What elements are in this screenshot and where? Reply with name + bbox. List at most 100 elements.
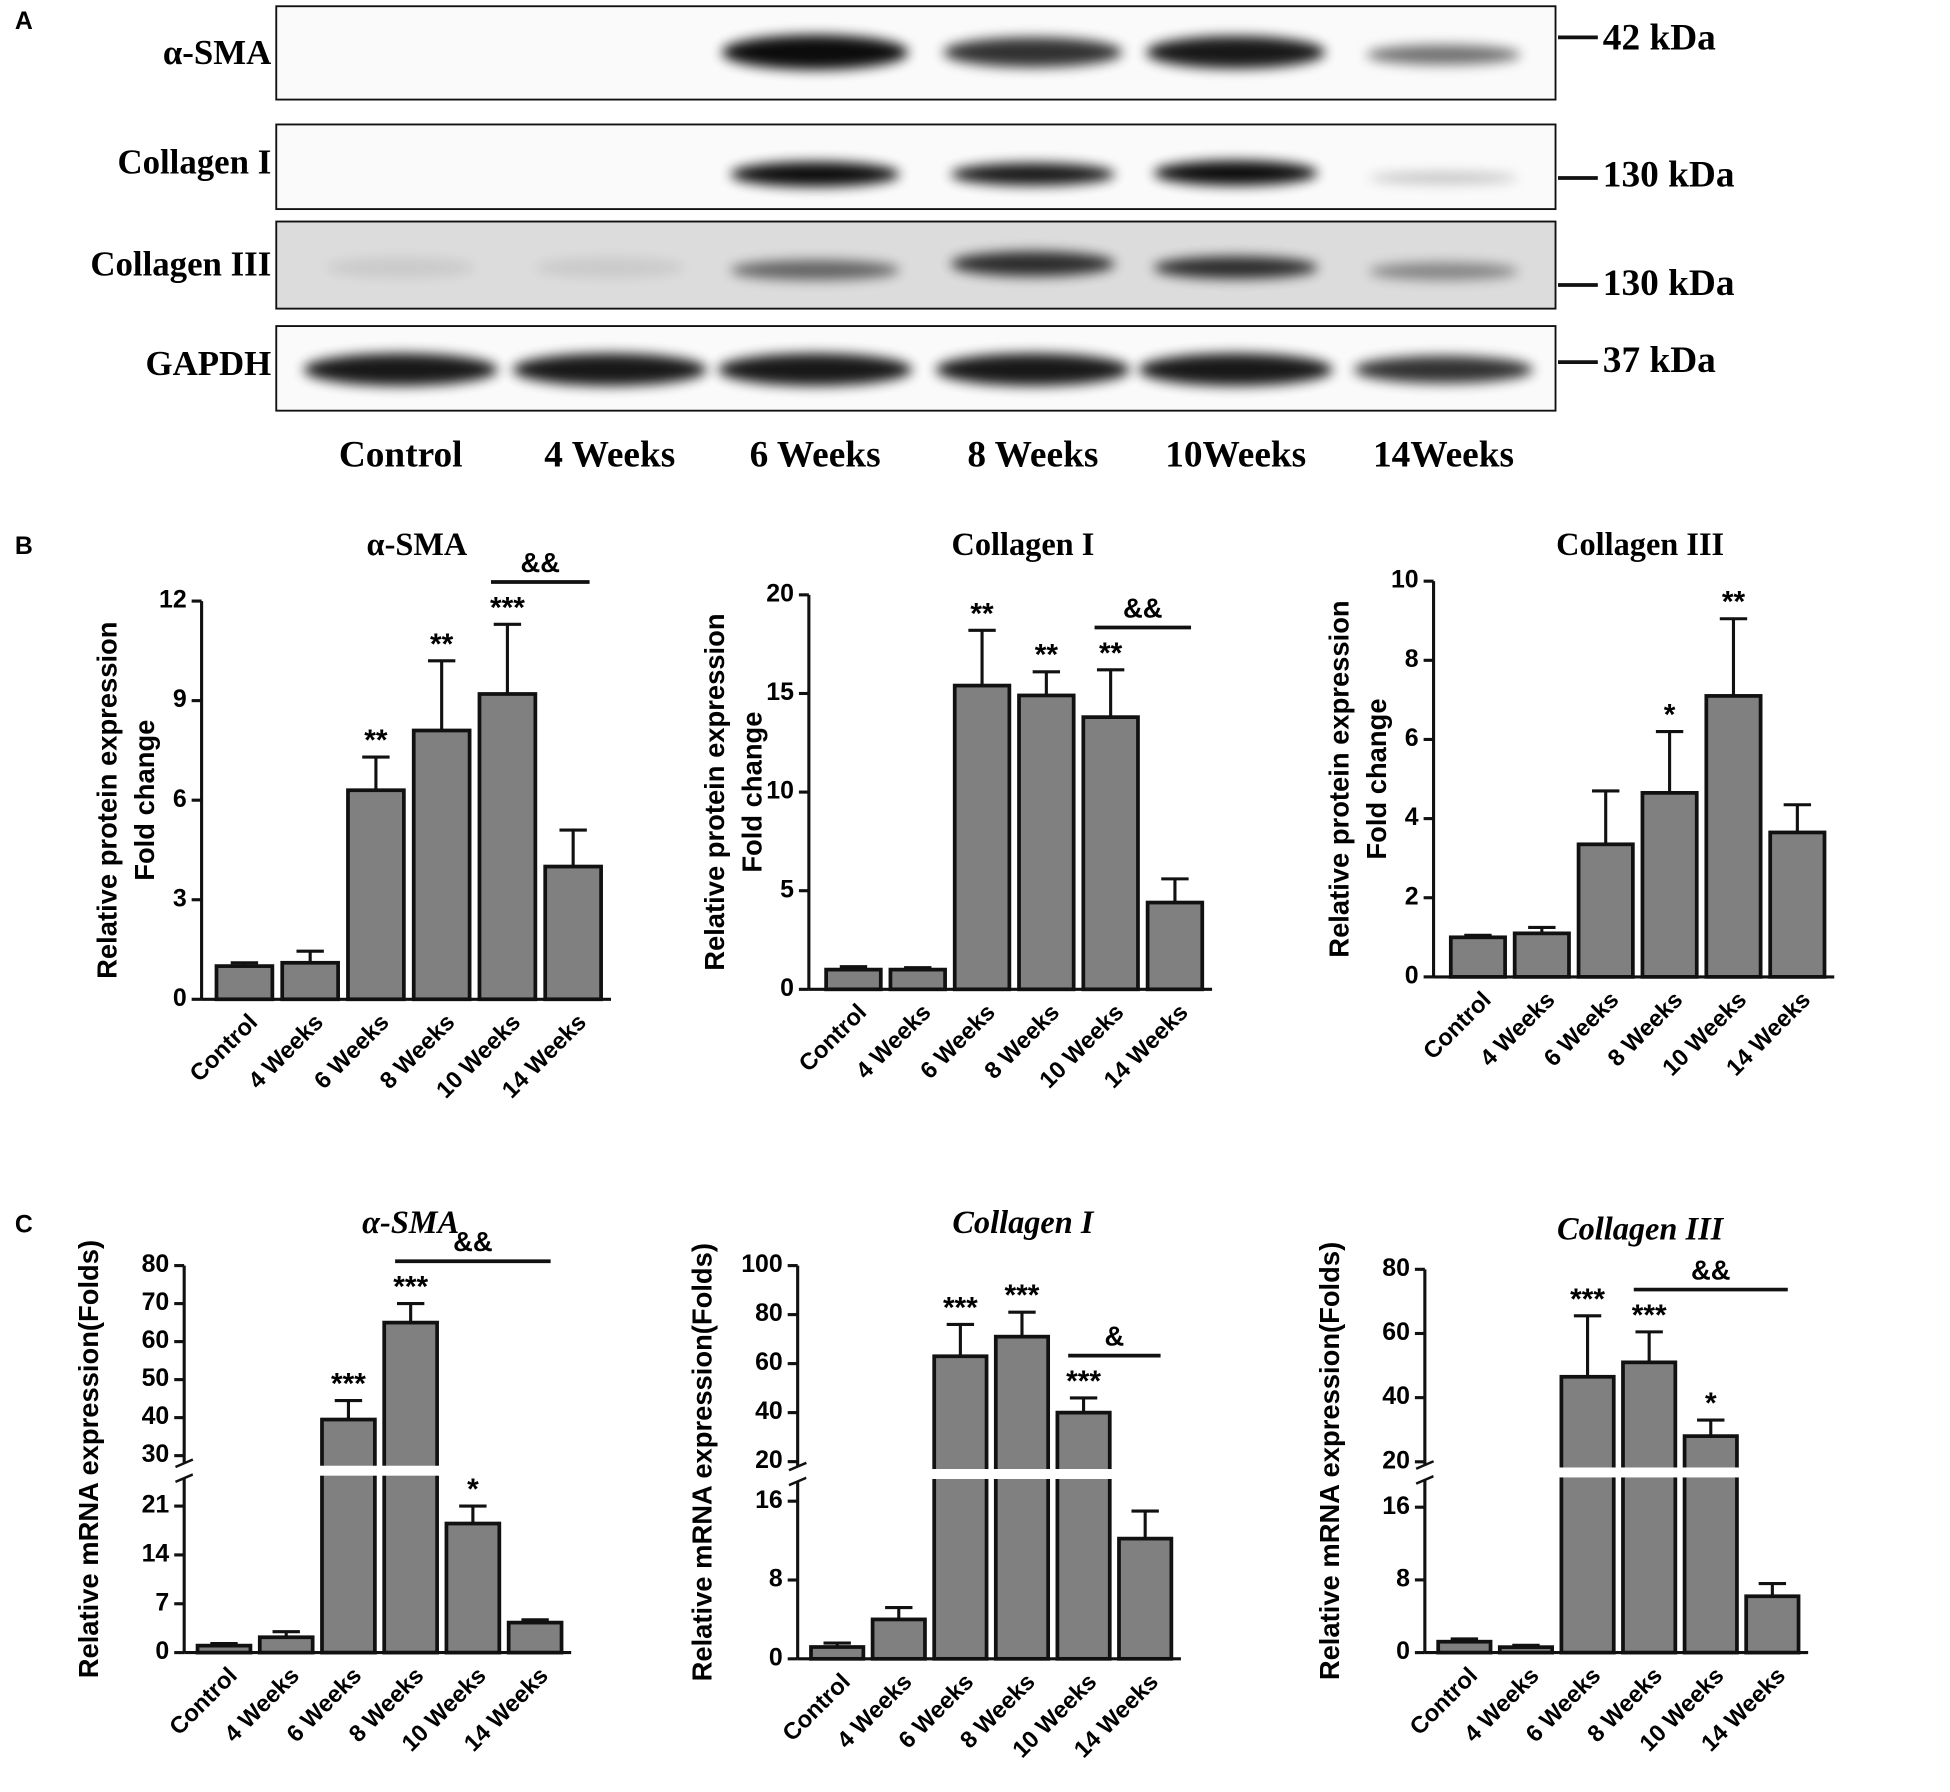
blot-band <box>303 353 498 386</box>
y-tick-label: 14 <box>142 1540 170 1568</box>
blot-band <box>721 34 909 70</box>
y-tick-label: 2 <box>1405 882 1419 910</box>
chart-title: α-SMA <box>362 1204 459 1240</box>
bar <box>477 692 538 1002</box>
y-tick-label: 50 <box>142 1364 170 1392</box>
chart-title: Collagen III <box>1556 526 1724 562</box>
y-tick-label: 8 <box>769 1565 783 1593</box>
bar <box>1117 1536 1174 1661</box>
blot-box <box>275 220 1557 310</box>
y-tick-label: 60 <box>1382 1318 1410 1346</box>
y-axis-label: Relative mRNA expression(Folds) <box>73 1240 104 1678</box>
bracket-label: && <box>521 547 561 578</box>
bar <box>411 728 472 1002</box>
significance-label: *** <box>1570 1283 1605 1316</box>
chart-title: Collagen I <box>952 1204 1094 1240</box>
bar <box>932 1354 989 1661</box>
lane-label: 6 Weeks <box>750 435 881 476</box>
chart-title: Collagen III <box>1557 1210 1725 1246</box>
axis-break <box>174 1458 194 1469</box>
blot-band <box>950 163 1115 186</box>
blot-box <box>275 123 1557 211</box>
y-tick-label: 0 <box>1405 961 1419 989</box>
y-tick-label: 30 <box>142 1440 170 1468</box>
bar <box>1017 693 1076 992</box>
y-tick-label: 16 <box>755 1486 783 1514</box>
bar <box>1145 900 1205 992</box>
chart-title: Collagen I <box>951 526 1094 562</box>
bar <box>1744 1594 1801 1655</box>
bracket-label: && <box>453 1226 493 1257</box>
y-tick-label: 5 <box>780 875 794 903</box>
y-axis-label: Fold change <box>1361 698 1392 859</box>
blot-band <box>935 353 1130 386</box>
blot-band <box>1366 44 1521 65</box>
chart-title: α-SMA <box>367 526 468 562</box>
bar <box>1055 1410 1112 1661</box>
y-tick-label: 40 <box>142 1402 170 1430</box>
significance-label: *** <box>1005 1279 1040 1312</box>
y-tick-label: 0 <box>155 1637 169 1665</box>
break-gap <box>1433 1467 1804 1478</box>
y-axis-label: Relative protein expression <box>92 622 123 979</box>
western-blot: α-SMA Collagen I Collagen III GAPDH 42 k… <box>90 5 1735 476</box>
blot-size-label: 130 kDa <box>1603 263 1735 304</box>
blot-box <box>275 5 1557 101</box>
y-tick-label: 0 <box>1396 1637 1410 1665</box>
y-tick-label: 0 <box>769 1643 783 1671</box>
panel-letter: B <box>15 532 33 560</box>
blot-row-label: GAPDH <box>146 344 272 383</box>
bracket-label: && <box>1123 592 1163 623</box>
significance-label: *** <box>331 1367 366 1400</box>
blot-row-label: Collagen I <box>117 143 271 182</box>
break-gap <box>806 1469 1176 1479</box>
blot-band <box>1368 171 1519 185</box>
y-tick-label: 3 <box>173 884 187 912</box>
bar <box>1512 931 1571 979</box>
significance-label: ** <box>1099 637 1123 670</box>
y-tick-label: 0 <box>173 984 187 1012</box>
break-gap <box>192 1465 567 1476</box>
significance-label: *** <box>943 1291 978 1324</box>
y-tick-label: 40 <box>1382 1382 1410 1410</box>
axis-break <box>1415 1475 1435 1485</box>
y-tick-label: 80 <box>142 1250 170 1278</box>
blot-band <box>1368 262 1519 281</box>
y-tick-label: 7 <box>155 1588 169 1616</box>
significance-label: * <box>1664 698 1676 731</box>
axis-break <box>788 1461 807 1472</box>
blot-band <box>950 251 1115 277</box>
blot-size-label: 37 kDa <box>1603 340 1716 381</box>
y-axis-label: Relative mRNA expression(Folds) <box>687 1243 718 1681</box>
y-tick-label: 100 <box>741 1250 783 1278</box>
y-tick-label: 15 <box>766 678 794 706</box>
bracket-label: && <box>1691 1254 1731 1285</box>
y-tick-label: 21 <box>142 1491 170 1519</box>
axis-break <box>174 1473 194 1484</box>
bracket-label: & <box>1104 1320 1124 1351</box>
blot-band <box>326 257 476 278</box>
y-axis-label: Fold change <box>736 712 767 873</box>
bar <box>1621 1360 1678 1655</box>
lane-label: 14Weeks <box>1373 435 1514 476</box>
bar <box>1576 842 1635 979</box>
bar <box>993 1334 1051 1661</box>
bar <box>506 1620 564 1655</box>
lane-label: 10Weeks <box>1165 435 1306 476</box>
y-tick-label: 40 <box>755 1397 783 1425</box>
blot-band <box>718 353 913 386</box>
bar <box>382 1320 439 1655</box>
significance-label: *** <box>393 1271 428 1304</box>
y-axis-label: Relative protein expression <box>1324 600 1355 957</box>
significance-label: *** <box>490 591 525 624</box>
y-tick-label: 9 <box>173 685 187 713</box>
significance-label: *** <box>1632 1299 1667 1332</box>
bar <box>1436 1639 1493 1655</box>
lane-label: 4 Weeks <box>544 435 675 476</box>
blot-band <box>1153 256 1318 279</box>
y-axis-label: Fold change <box>129 720 160 881</box>
y-axis-label: Relative protein expression <box>699 613 730 970</box>
significance-label: ** <box>1722 586 1746 619</box>
significance-label: ** <box>430 628 454 661</box>
